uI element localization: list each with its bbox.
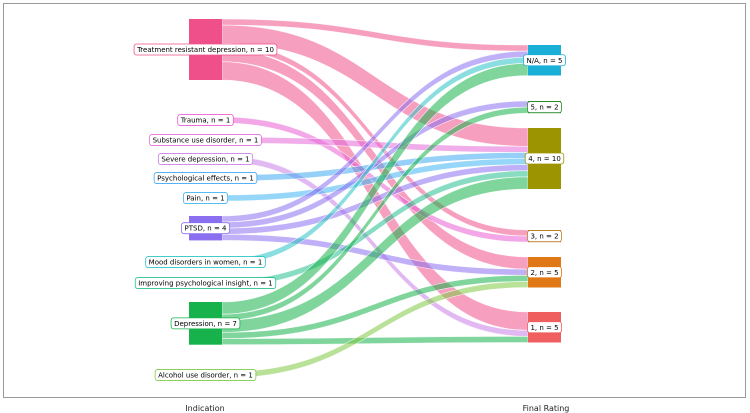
- left-node-label-pain: Pain, n = 1: [182, 192, 229, 204]
- left-node-label-box: [133, 43, 278, 56]
- right-node-label-2: 2, n = 5: [527, 266, 562, 279]
- left-node-label-text: Alcohol use disorder, n = 1: [158, 372, 253, 380]
- right-node-label-box: [527, 230, 562, 243]
- left-node-label-box: [154, 369, 257, 381]
- left-node-label-severe-depression: Severe depression, n = 1: [157, 153, 254, 165]
- right-node-label-text: 1, n = 5: [530, 324, 558, 332]
- right-node-label-text: 4, n = 10: [528, 155, 561, 163]
- left-node-label-box: [145, 256, 266, 268]
- axis-label-left: Indication: [185, 404, 224, 413]
- left-node-label-box: [170, 317, 241, 330]
- right-node-label-text: 3, n = 2: [530, 233, 558, 241]
- right-node-label-box: [527, 101, 562, 113]
- right-node-label-1: 1, n = 5: [527, 321, 562, 334]
- left-node-label-psychological-effects: Psychological effects, n = 1: [153, 172, 258, 184]
- right-node-label-text: N/A, n = 5: [526, 57, 562, 65]
- left-node-label-trauma: Trauma, n = 1: [177, 114, 234, 126]
- left-node-label-improving-psychological-insight: Improving psychological insight, n = 1: [134, 277, 277, 289]
- left-node-label-box: [157, 153, 254, 165]
- right-node-label-box: [523, 54, 566, 67]
- left-node-label-text: Severe depression, n = 1: [161, 156, 249, 164]
- right-node-label-box: [527, 321, 562, 334]
- left-node-label-text: Substance use disorder, n = 1: [153, 137, 259, 145]
- right-node-label-text: 2, n = 5: [530, 269, 558, 277]
- left-node-label-box: [177, 114, 234, 126]
- left-node-label-box: [134, 277, 277, 289]
- left-node-label-text: Mood disorders in women, n = 1: [149, 259, 263, 267]
- left-node-label-text: Pain, n = 1: [186, 195, 224, 203]
- left-node-label-text: PTSD, n = 4: [185, 225, 228, 233]
- label-layer: Treatment resistant depression, n = 10 Tr…: [133, 43, 566, 381]
- right-node-label-5: 5, n = 2: [527, 101, 562, 113]
- left-node-label-box: [182, 192, 229, 204]
- left-node-label-text: Psychological effects, n = 1: [157, 175, 254, 183]
- left-node-label-depression: Depression, n = 7: [170, 317, 241, 330]
- left-node-label-text: Treatment resistant depression, n = 10: [136, 46, 274, 54]
- left-node-label-ptsd: PTSD, n = 4: [181, 222, 230, 235]
- left-node-label-alcohol-use-disorder: Alcohol use disorder, n = 1: [154, 369, 257, 381]
- right-node-label-box: [524, 152, 565, 165]
- left-node-label-substance-use-disorder: Substance use disorder, n = 1: [149, 134, 262, 146]
- right-node-label-box: [527, 266, 562, 279]
- left-node-label-treatment-resistant-depression: Treatment resistant depression, n = 10: [133, 43, 278, 56]
- right-node-label-3: 3, n = 2: [527, 230, 562, 243]
- right-node-label-4: 4, n = 10: [524, 152, 565, 165]
- left-node-label-text: Depression, n = 7: [174, 320, 237, 328]
- left-node-label-box: [149, 134, 262, 146]
- chart-frame: [3, 3, 746, 398]
- flow-layer: [221, 18, 529, 379]
- axis-label-right: Final Rating: [523, 404, 570, 413]
- left-node-label-mood-disorders-in-women: Mood disorders in women, n = 1: [145, 256, 266, 268]
- right-node-label-n-a: N/A, n = 5: [523, 54, 566, 67]
- left-node-label-text: Improving psychological insight, n = 1: [138, 280, 273, 288]
- left-node-label-text: Trauma, n = 1: [180, 117, 231, 125]
- right-node-label-text: 5, n = 2: [530, 104, 558, 112]
- flow-depression-to-1: [221, 336, 529, 346]
- left-node-label-box: [153, 172, 258, 184]
- left-node-label-box: [181, 222, 230, 235]
